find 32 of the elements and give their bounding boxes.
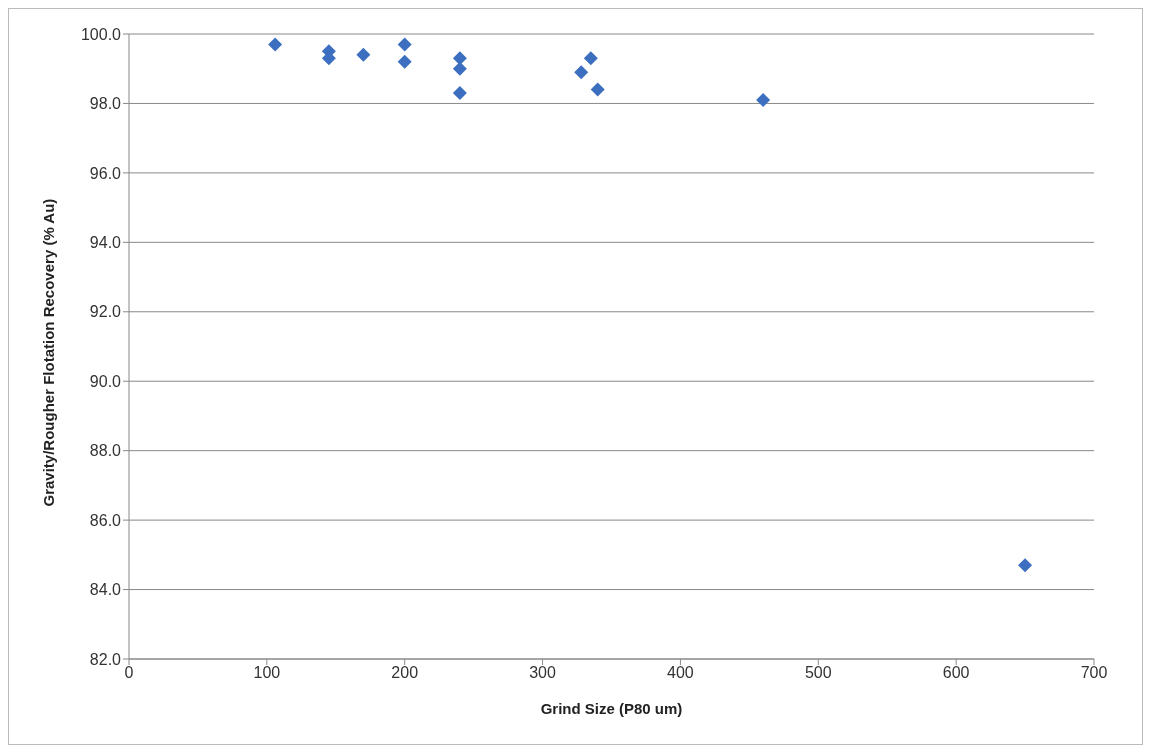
point — [356, 47, 371, 62]
x-tick-label: 600 — [942, 664, 970, 682]
y-axis-title: Gravity/Rougher Flotation Recovery (% Au) — [40, 198, 58, 507]
point — [583, 51, 598, 66]
x-tick-label: 400 — [667, 664, 694, 682]
y-tick-label: 86.0 — [89, 511, 122, 529]
point — [574, 65, 589, 80]
point — [397, 54, 412, 69]
y-tick-label: 92.0 — [89, 303, 122, 321]
point — [268, 37, 283, 52]
x-tick-label: 500 — [804, 664, 832, 682]
x-tick-label: 0 — [124, 664, 134, 682]
point — [452, 61, 467, 76]
point — [756, 92, 771, 107]
x-tick-label: 300 — [529, 664, 557, 682]
x-tick-label: 700 — [1080, 664, 1108, 682]
point — [590, 82, 605, 97]
y-tick-label: 84.0 — [89, 581, 122, 599]
x-axis-title: Grind Size (P80 um) — [540, 700, 683, 717]
point — [452, 51, 467, 66]
point — [1018, 558, 1033, 573]
y-tick-label: 100.0 — [80, 25, 122, 43]
y-tick-label: 96.0 — [89, 164, 122, 182]
y-tick-label: 90.0 — [89, 372, 122, 390]
point — [452, 86, 467, 101]
y-tick-label: 98.0 — [89, 95, 122, 113]
point — [397, 37, 412, 52]
y-tick-label: 82.0 — [89, 650, 122, 668]
y-tick-label: 88.0 — [89, 442, 122, 460]
y-tick-label: 94.0 — [89, 234, 122, 252]
x-tick-label: 100 — [253, 664, 281, 682]
x-tick-label: 200 — [391, 664, 419, 682]
